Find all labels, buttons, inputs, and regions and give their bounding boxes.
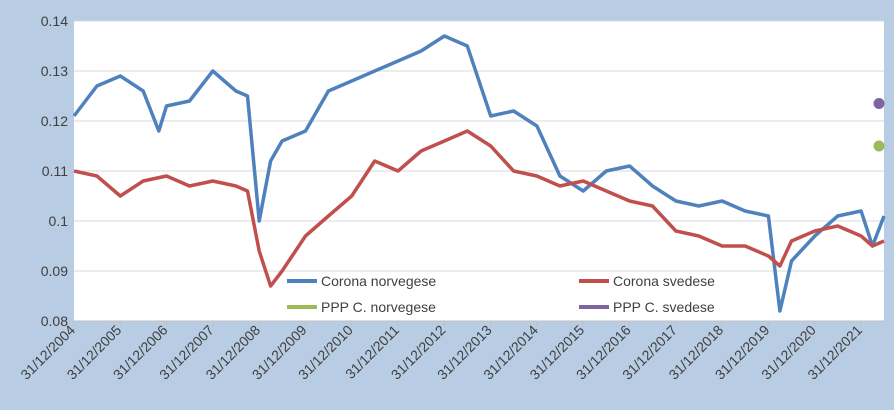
y-tick-label: 0.12: [41, 113, 68, 129]
y-tick-label: 0.11: [42, 163, 68, 179]
data-point-ppp-c-svedese: [873, 98, 885, 109]
legend-label-corona-norvegese: Corona norvegese: [321, 273, 436, 289]
y-tick-label: 0.14: [41, 13, 68, 29]
data-point-ppp-c-norvegese: [873, 140, 885, 152]
y-tick-label: 0.09: [41, 263, 68, 279]
legend-label-ppp-c-svedese: PPP C. svedese: [613, 299, 715, 315]
y-tick-label: 0.1: [49, 213, 69, 229]
series-layer: [72, 34, 886, 313]
y-tick-label: 0.08: [41, 313, 68, 329]
x-axis: 31/12/200431/12/200531/12/200631/12/2007…: [17, 320, 884, 383]
legend: Corona norvegese Corona svedese PPP C. nor…: [287, 273, 715, 315]
y-axis: 0.08 0.09 0.1 0.11 0.12 0.13 0.14: [41, 13, 68, 329]
legend-label-corona-svedese: Corona svedese: [613, 273, 715, 289]
legend-label-ppp-c-norvegese: PPP C. norvegese: [321, 299, 436, 315]
y-tick-label: 0.13: [41, 63, 68, 79]
series-line-corona-svedese: [73, 129, 885, 288]
series-line-corona-norvegese: [72, 34, 886, 313]
